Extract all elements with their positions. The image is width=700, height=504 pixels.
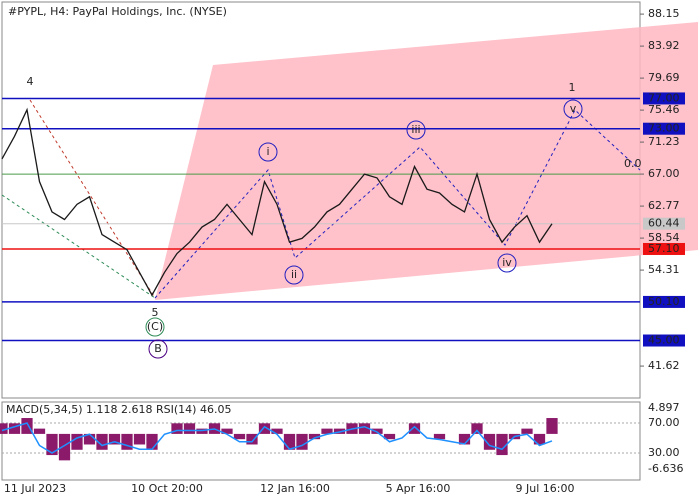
- rsi-line: [1, 422, 553, 454]
- macd-bar: [458, 433, 471, 445]
- level-label: 77.00: [648, 91, 680, 104]
- wave-label: (C): [147, 320, 163, 333]
- macd-bar: [258, 423, 271, 434]
- macd-bar: [71, 433, 83, 450]
- wave-circle: [148, 339, 168, 359]
- indicator-label: MACD(5,34,5) 1.118 2.618 RSI(14) 46.05: [6, 403, 231, 416]
- macd-bar: [533, 433, 546, 445]
- wave-circle: [563, 99, 583, 119]
- macd-bar: [108, 433, 121, 445]
- wave-label: iii: [411, 123, 420, 136]
- wave-circle: [406, 120, 426, 140]
- y-tick-label: 41.62: [648, 359, 680, 372]
- wave-label: 4: [27, 75, 34, 88]
- indicator-frame: [1, 401, 641, 481]
- channel: [155, 22, 698, 300]
- wave-circle: [258, 142, 278, 162]
- macd-bar: [183, 423, 196, 434]
- level-label: 57.10: [648, 242, 680, 255]
- wave-circle: [284, 265, 304, 285]
- wave-label: ii: [291, 268, 297, 281]
- wave-circle: [145, 317, 165, 337]
- y-tick-label: 62.77: [648, 199, 680, 212]
- macd-bar: [21, 418, 33, 434]
- y-tick-label: 83.92: [648, 39, 680, 52]
- macd-bar: [271, 428, 283, 434]
- macd-bar: [221, 428, 233, 434]
- level-tag: [643, 217, 685, 230]
- level-label: 50.10: [648, 295, 680, 308]
- indicator-tick-label: 70.00: [648, 416, 680, 429]
- y-tick-label: 71.23: [648, 135, 680, 148]
- y-tick-label: 67.00: [648, 167, 680, 180]
- x-tick-label: 9 Jul 16:00: [516, 482, 575, 495]
- macd-bar: [496, 433, 508, 456]
- wave-line: [1, 194, 156, 299]
- macd-bar: [283, 433, 296, 450]
- x-tick-label: 11 Jul 2023: [4, 482, 66, 495]
- macd-bar: [546, 418, 558, 434]
- macd-bar: [83, 433, 96, 445]
- macd-bar: [408, 423, 421, 434]
- macd-bar: [196, 428, 208, 434]
- level-tag: [643, 295, 685, 308]
- macd-bar: [146, 433, 158, 450]
- wave-label: iv: [502, 256, 512, 269]
- macd-bar: [521, 428, 533, 434]
- macd-bar: [33, 428, 46, 434]
- macd-bar: [358, 423, 371, 434]
- y-tick-label: 88.15: [648, 7, 680, 20]
- wave-label: B: [154, 342, 162, 355]
- macd-bar: [171, 423, 183, 434]
- level-tag: [643, 334, 685, 347]
- indicator-tick-label: 4.897: [648, 401, 680, 414]
- macd-bar: [46, 433, 58, 456]
- chart-title: #PYPL, H4: PayPal Holdings, Inc. (NYSE): [8, 5, 227, 18]
- macd-bar: [96, 433, 108, 450]
- x-tick-label: 10 Oct 20:00: [131, 482, 203, 495]
- macd-bar: [0, 423, 8, 434]
- target-label: 0.0: [624, 157, 642, 170]
- level-label: 73.00: [648, 122, 680, 135]
- macd-bar: [58, 433, 71, 461]
- level-tag: [643, 92, 685, 105]
- indicator-tick-label: -6.636: [648, 462, 683, 475]
- macd-bar: [133, 433, 146, 445]
- y-tick-label: 79.69: [648, 71, 680, 84]
- level-label: 60.44: [648, 217, 680, 230]
- macd-bar: [308, 433, 321, 440]
- indicator-tick-label: 30.00: [648, 446, 680, 459]
- y-tick-label: 54.31: [648, 263, 680, 276]
- macd-bar: [246, 433, 258, 445]
- x-tick-label: 5 Apr 16:00: [386, 482, 451, 495]
- level-tag: [643, 122, 685, 135]
- macd-bar: [8, 423, 21, 434]
- macd-bar: [383, 433, 396, 440]
- wave-line: [29, 99, 156, 299]
- y-tick-label: 58.54: [648, 231, 680, 244]
- macd-bar: [471, 423, 483, 434]
- wave-label: 5: [152, 306, 159, 319]
- x-tick-label: 12 Jan 16:00: [260, 482, 330, 495]
- macd-bar: [483, 433, 496, 450]
- wave-label: 1: [569, 81, 576, 94]
- macd-bar: [121, 433, 133, 450]
- wave-line: [154, 109, 641, 299]
- level-tag: [643, 242, 685, 255]
- price-line: [1, 107, 553, 297]
- wave-circle: [497, 253, 517, 273]
- macd-bar: [233, 433, 246, 440]
- wave-label: v: [570, 102, 577, 115]
- wave-label: i: [266, 145, 269, 158]
- macd-bar: [296, 433, 308, 450]
- macd-bar: [433, 433, 446, 440]
- level-label: 45.00: [648, 334, 680, 347]
- y-tick-label: 75.46: [648, 103, 680, 116]
- macd-bar: [321, 428, 333, 434]
